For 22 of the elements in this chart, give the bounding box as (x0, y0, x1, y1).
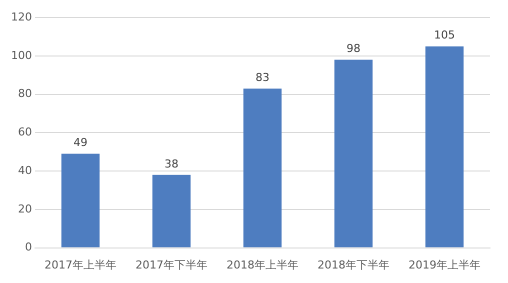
data-label: 98 (346, 42, 360, 56)
data-label: 49 (73, 136, 88, 150)
bar (334, 60, 373, 248)
bar (61, 154, 100, 248)
x-tick-label: 2018年上半年 (226, 258, 298, 272)
bar (152, 174, 191, 248)
data-label: 83 (256, 70, 270, 84)
y-tick-label: 40 (18, 164, 32, 177)
y-tick-label: 100 (10, 48, 32, 62)
x-tick-label: 2019年上半年 (408, 258, 480, 272)
y-tick-label: 20 (18, 202, 32, 216)
bar (425, 46, 464, 248)
x-tick-label: 2018年下半年 (318, 258, 390, 272)
y-tick-label: 60 (18, 126, 32, 139)
y-tick-label: 0 (24, 240, 32, 254)
y-tick-label: 120 (10, 10, 32, 24)
x-tick-label: 2017年下半年 (135, 258, 208, 272)
x-tick-label: 2017年上半年 (44, 258, 116, 272)
data-label: 38 (164, 157, 178, 170)
bar (243, 88, 282, 248)
data-label: 105 (434, 28, 455, 42)
y-tick-label: 80 (18, 87, 32, 100)
